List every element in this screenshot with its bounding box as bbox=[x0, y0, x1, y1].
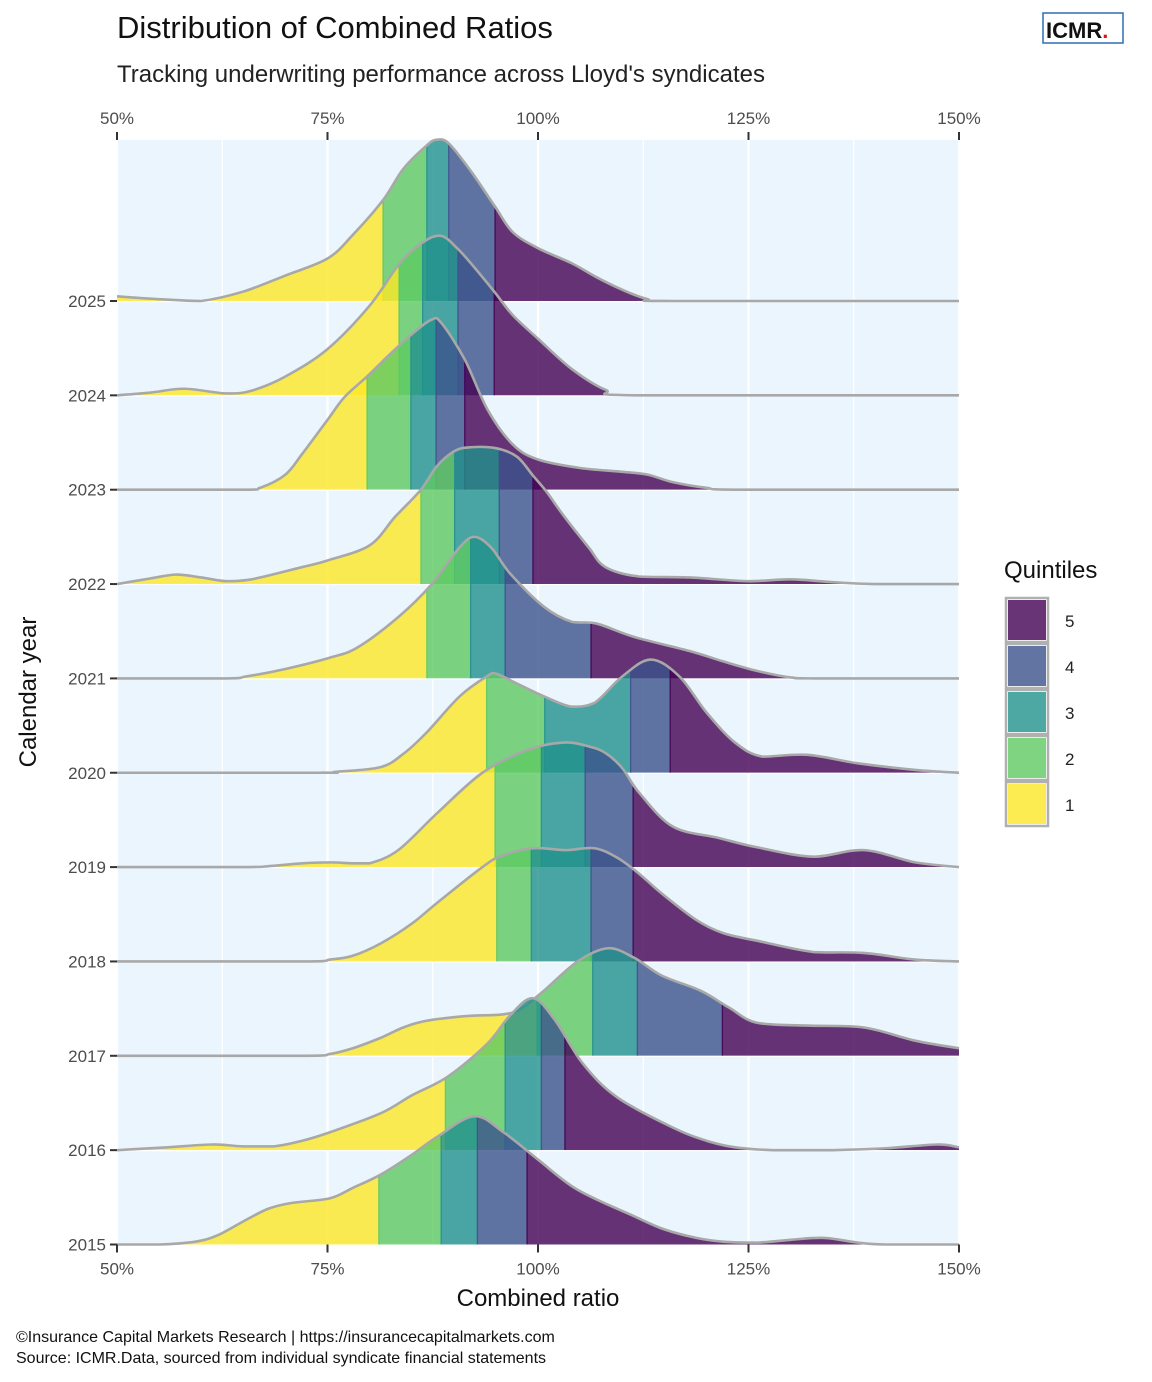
logo-text: ICMR bbox=[1046, 18, 1102, 43]
quintile-3-band bbox=[505, 998, 542, 1151]
icmr-logo: ICMR. bbox=[1042, 12, 1124, 44]
axes: 2025 2024 2023 2022 2021 2020 2019 2018 2017 2016… bbox=[68, 109, 981, 1279]
y-tick-label: 2024 bbox=[68, 386, 106, 405]
legend-swatch-1 bbox=[1008, 784, 1046, 824]
chart-subtitle: Tracking underwriting performance across… bbox=[117, 61, 765, 88]
legend-swatch-5 bbox=[1008, 600, 1046, 640]
legend-title: Quintiles bbox=[1004, 557, 1097, 584]
x-top-tick-label: 125% bbox=[727, 109, 770, 128]
legend-swatch-2 bbox=[1008, 738, 1046, 778]
ridge-outline-2020 bbox=[117, 658, 960, 775]
y-tick-label: 2025 bbox=[68, 292, 106, 311]
y-tick-label: 2018 bbox=[68, 952, 106, 971]
quintile-4-band bbox=[630, 659, 671, 773]
quintile-2-band bbox=[495, 742, 542, 868]
y-tick-label: 2021 bbox=[68, 669, 106, 688]
quintile-3-band bbox=[441, 1116, 478, 1245]
ridge-outline-2025 bbox=[116, 138, 959, 303]
legend: Quintiles 5 4 3 2 1 bbox=[1004, 557, 1097, 828]
ridge-outline-2016 bbox=[116, 996, 960, 1152]
ridge-outline-2021 bbox=[116, 535, 959, 680]
quintile-3-band bbox=[592, 948, 638, 1056]
quintile-2-band bbox=[496, 847, 532, 962]
y-tick-label: 2015 bbox=[68, 1236, 106, 1255]
chart-title: Distribution of Combined Ratios bbox=[117, 10, 553, 45]
quintile-3-band bbox=[410, 318, 437, 490]
x-top-tick-label: 100% bbox=[516, 109, 559, 128]
y-tick-label: 2022 bbox=[68, 575, 106, 594]
ridge-outline-2019 bbox=[117, 741, 960, 869]
y-axis-title: Calendar year bbox=[15, 617, 42, 768]
logo-text-group: ICMR. bbox=[1046, 18, 1108, 43]
y-tick-label: 2020 bbox=[68, 764, 106, 783]
legend-label: 5 bbox=[1065, 612, 1074, 631]
quintile-3-band bbox=[531, 847, 592, 962]
x-bottom-tick-label: 150% bbox=[937, 1260, 980, 1279]
legend-label: 1 bbox=[1065, 796, 1074, 815]
ridge-outline-2018 bbox=[117, 846, 960, 963]
legend-swatch-4 bbox=[1008, 646, 1046, 686]
legend-label: 2 bbox=[1065, 750, 1074, 769]
x-bottom-tick-label: 100% bbox=[516, 1260, 559, 1279]
ridge-outline-2023 bbox=[117, 316, 959, 492]
x-top-tick-label: 150% bbox=[937, 109, 980, 128]
y-tick-label: 2019 bbox=[68, 858, 106, 877]
quintile-4-band bbox=[541, 998, 565, 1151]
y-tick-label: 2023 bbox=[68, 481, 106, 500]
ridge-outline-2022 bbox=[116, 445, 959, 586]
caption-copyright: ©Insurance Capital Markets Research | ht… bbox=[16, 1329, 555, 1346]
y-tick-label: 2017 bbox=[68, 1047, 106, 1066]
x-top-tick-label: 75% bbox=[310, 109, 344, 128]
logo-dot: . bbox=[1102, 18, 1108, 43]
legend-swatch-3 bbox=[1008, 692, 1046, 732]
y-tick-label: 2016 bbox=[68, 1141, 106, 1160]
ridge-outline-2024 bbox=[116, 234, 959, 397]
x-axis-title: Combined ratio bbox=[457, 1285, 620, 1312]
quintile-4-band bbox=[591, 847, 634, 962]
x-bottom-tick-label: 75% bbox=[310, 1260, 344, 1279]
legend-label: 3 bbox=[1065, 704, 1074, 723]
ridge-outline-2017 bbox=[116, 946, 960, 1058]
ridge-outline-2015 bbox=[116, 1114, 959, 1246]
x-bottom-tick-label: 50% bbox=[100, 1260, 134, 1279]
x-bottom-tick-label: 125% bbox=[727, 1260, 770, 1279]
quintile-3-band bbox=[541, 742, 586, 868]
caption-source: Source: ICMR.Data, sourced from individu… bbox=[16, 1350, 546, 1367]
x-top-tick-label: 50% bbox=[100, 109, 134, 128]
logo-border bbox=[1042, 12, 1124, 44]
legend-label: 4 bbox=[1065, 658, 1074, 677]
